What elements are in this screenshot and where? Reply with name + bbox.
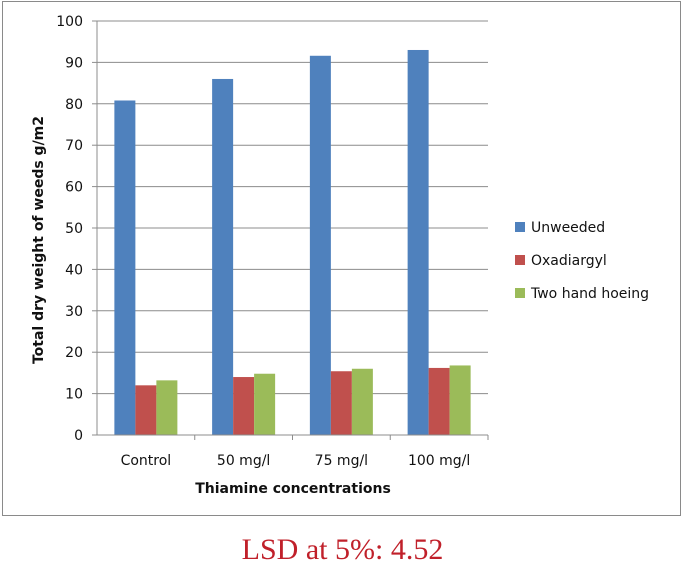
y-tick-label: 0 [74, 428, 83, 444]
bar [309, 55, 331, 435]
bar [114, 100, 136, 435]
bar [330, 371, 352, 435]
bar-chart: 0 10 20 30 40 50 60 70 80 90 100 Control 50 mg/l 75 … [31, 14, 649, 497]
y-axis-title: Total dry weight of weeds g/m2 [31, 116, 47, 364]
y-tick-label: 80 [65, 97, 83, 113]
y-tick-label: 70 [65, 138, 83, 154]
x-tick-label: 50 mg/l [217, 453, 270, 469]
lsd-note: LSD at 5%: 4.52 [241, 533, 444, 566]
y-axis-ticks: 0 10 20 30 40 50 60 70 80 90 100 [56, 14, 97, 444]
legend-swatch [515, 222, 525, 232]
gridlines [97, 20, 488, 395]
bar [351, 368, 373, 435]
legend-label: Two hand hoeing [530, 286, 649, 302]
x-axis-title: Thiamine concentrations [195, 481, 391, 497]
legend-swatch [515, 288, 525, 298]
y-tick-label: 50 [65, 221, 83, 237]
bar [135, 385, 157, 435]
bar [407, 49, 429, 435]
legend-swatch [515, 255, 525, 265]
y-tick-label: 10 [65, 387, 83, 403]
x-tick-label: 100 mg/l [408, 453, 470, 469]
bars [114, 49, 471, 436]
x-axis-ticks: Control 50 mg/l 75 mg/l 100 mg/l [121, 435, 489, 469]
y-tick-label: 30 [65, 304, 83, 320]
x-tick-label: Control [121, 453, 172, 469]
legend-label: Oxadiargyl [531, 253, 607, 269]
y-tick-label: 40 [65, 262, 83, 278]
legend-label: Unweeded [531, 220, 605, 236]
y-tick-label: 90 [65, 55, 83, 71]
x-tick-label: 75 mg/l [315, 453, 368, 469]
bar [449, 365, 471, 435]
bar [254, 373, 276, 435]
bar [428, 367, 450, 435]
legend: Unweeded Oxadiargyl Two hand hoeing [515, 220, 649, 302]
y-tick-label: 60 [65, 180, 83, 196]
bar [233, 377, 255, 435]
bar [156, 380, 178, 435]
y-tick-label: 20 [65, 345, 83, 361]
y-tick-label: 100 [56, 14, 83, 30]
bar [212, 78, 234, 436]
